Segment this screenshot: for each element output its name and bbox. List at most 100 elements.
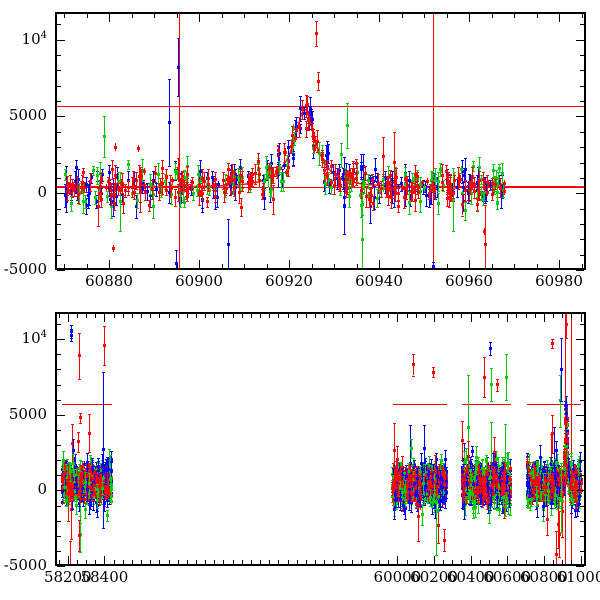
error-bar-cap [389,179,393,181]
error-bar-cap [322,190,326,192]
error-bar-cap [84,198,88,200]
error-bar-cap [428,203,432,205]
error-bar-cap [434,168,438,170]
error-bar-cap [106,507,110,509]
error-bar-cap [460,182,464,184]
data-point [343,205,347,209]
error-bar-cap [263,208,267,210]
data-point [437,180,441,184]
error-bar-cap [427,206,431,208]
error-bar-cap [111,177,115,179]
error-bar-cap [167,181,171,183]
error-bar-cap [409,193,413,195]
error-bar-cap [482,193,486,195]
error-bar-cap [266,165,270,167]
error-bar-cap [66,459,70,460]
data-point [114,194,118,198]
error-bar-cap [324,144,328,146]
error-bar-cap [343,184,347,186]
error-bar-cap [372,208,376,210]
data-point [235,177,239,181]
error-bar-cap [279,191,283,193]
error-bar-cap [109,195,113,197]
error-bar-cap [343,156,347,158]
data-point [497,180,501,184]
error-bar-cap [211,170,215,172]
data-point [90,176,94,180]
error-bar-cap [291,164,295,166]
data-point [71,449,75,453]
error-bar-cap [295,122,299,124]
error-bar-cap [100,187,104,189]
data-point [183,175,187,179]
data-point [85,182,89,186]
error-bar-cap [325,140,329,142]
error-bar-cap [231,194,235,196]
error-bar-cap [291,166,295,168]
data-point [88,191,92,195]
error-bar-cap [92,166,96,168]
error-bar-cap [281,187,285,189]
error-bar-cap [360,176,364,178]
error-bar-cap [308,96,312,98]
data-point [269,161,273,165]
data-point [482,197,486,201]
error-bar-cap [468,174,472,176]
error-bar-cap [435,196,439,198]
error-bar-cap [432,172,436,174]
error-bar-cap [140,192,144,194]
error-bar-cap [179,173,183,175]
data-point [134,204,138,208]
data-point [328,184,332,188]
error-bar-cap [266,179,270,181]
error-bar-cap [80,468,84,470]
error-bar-cap [396,183,400,185]
error-bar-cap [399,190,403,192]
data-point [227,242,231,246]
error-bar-cap [285,154,289,156]
error-bar-cap [423,181,427,183]
error-bar-cap [499,184,503,186]
error-bar-cap [463,182,467,184]
data-point [299,107,302,111]
error-bar-cap [103,364,107,366]
error-bar-cap [378,202,382,204]
error-bar-cap [462,181,466,183]
error-bar-cap [436,192,440,194]
error-bar-cap [91,510,95,512]
error-bar-cap [343,191,347,193]
data-point [186,184,190,188]
error-bar-cap [77,169,81,171]
event-marker-vline [433,14,434,268]
data-point [154,187,158,191]
error-bar-cap [234,175,238,177]
error-bar-cap [277,143,281,145]
error-bar-cap [100,498,104,500]
data-point [83,508,87,512]
error-bar-cap [169,204,173,206]
error-bar-cap [234,199,238,201]
error-bar-cap [343,188,347,190]
error-bar-cap [85,191,89,193]
error-bar-cap [94,208,98,210]
data-point [78,533,82,537]
data-point [343,178,347,182]
error-bar-cap [229,195,233,196]
data-point [475,181,479,185]
error-bar-cap [327,163,331,165]
error-bar-cap [368,188,372,190]
error-bar-cap [446,168,450,170]
error-bar-cap [70,424,74,426]
error-bar-cap [101,528,105,530]
reference-hline [57,105,584,107]
error-bar-cap [265,170,269,172]
data-point [116,175,120,179]
error-bar-cap [286,139,290,141]
error-bar-cap [455,196,459,198]
data-point [279,179,283,183]
error-bar-cap [501,174,505,176]
error-bar-cap [230,164,234,166]
error-bar-cap [278,161,282,163]
error-bar-cap [350,190,354,192]
error-bar-cap [96,457,100,459]
